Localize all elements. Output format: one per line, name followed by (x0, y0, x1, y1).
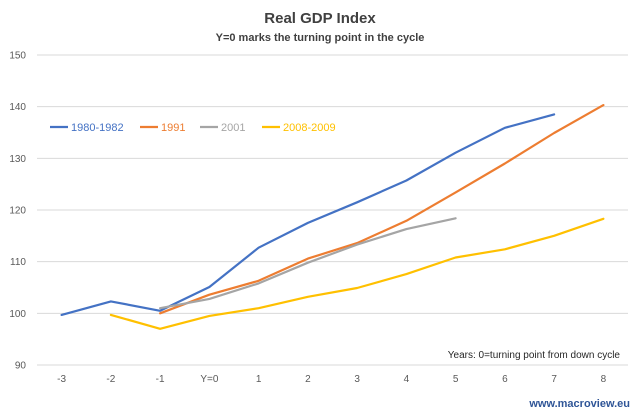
x-tick-label: -2 (106, 374, 115, 385)
y-tick-label: 130 (9, 154, 26, 165)
series-line (60, 113, 556, 316)
legend-label: 1980-1982 (71, 122, 124, 134)
x-tick-label: 4 (404, 374, 410, 385)
legend-label: 1991 (161, 122, 185, 134)
x-tick-label: -1 (156, 374, 165, 385)
y-tick-label: 90 (15, 361, 27, 372)
series-line (109, 217, 605, 330)
series-line (159, 217, 457, 310)
source-footer: www.macroview.eu (528, 398, 630, 410)
x-tick-label: 7 (551, 374, 557, 385)
x-tick-label: 6 (502, 374, 508, 385)
y-tick-label: 100 (9, 309, 26, 320)
y-tick-label: 140 (9, 102, 26, 113)
legend: 1980-1982 1991 2001 2008-2009 (50, 122, 336, 134)
x-tick-label: 2 (305, 374, 311, 385)
y-tick-label: 110 (10, 257, 26, 268)
x-tick-label: 1 (256, 374, 262, 385)
chart-subtitle: Y=0 marks the turning point in the cycle (216, 32, 425, 44)
y-axis-ticks: 90 100 110 120 130 140 150 (9, 51, 26, 372)
y-tick-label: 120 (9, 206, 26, 217)
x-tick-label: 5 (453, 374, 459, 385)
legend-label: 2001 (221, 122, 245, 134)
x-tick-label: Y=0 (200, 374, 219, 385)
x-tick-label: -3 (57, 374, 66, 385)
gridlines (37, 54, 628, 366)
y-tick-label: 150 (9, 51, 26, 62)
axis-annotation: Years: 0=turning point from down cycle (448, 350, 621, 361)
series-line (159, 103, 605, 315)
series-lines (60, 103, 605, 330)
x-axis-ticks: -3 -2 -1 Y=0 1 2 3 4 5 6 7 8 (57, 374, 606, 385)
x-tick-label: 8 (601, 374, 607, 385)
x-tick-label: 3 (354, 374, 360, 385)
legend-label: 2008-2009 (283, 122, 336, 134)
chart-title: Real GDP Index (264, 10, 376, 27)
